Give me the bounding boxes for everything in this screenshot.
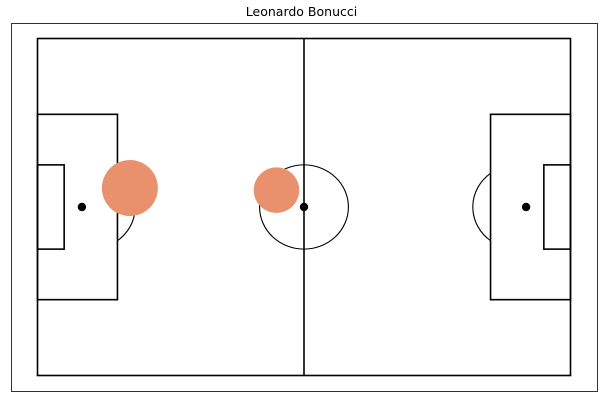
left-penalty-spot	[77, 202, 87, 212]
right-penalty-spot	[521, 202, 531, 212]
data-points	[101, 160, 300, 217]
right-penalty-arc	[472, 172, 491, 242]
chart-title: Leonardo Bonucci	[245, 4, 358, 19]
centre-circle	[259, 164, 349, 250]
right-six-yard-box	[543, 164, 572, 250]
left-penalty-area	[36, 113, 119, 301]
centre-spot	[299, 202, 309, 212]
right-penalty-area	[489, 113, 572, 301]
data-point	[253, 167, 300, 213]
left-six-yard-box	[36, 164, 65, 250]
data-point	[101, 160, 158, 217]
axes-frame	[11, 23, 598, 392]
